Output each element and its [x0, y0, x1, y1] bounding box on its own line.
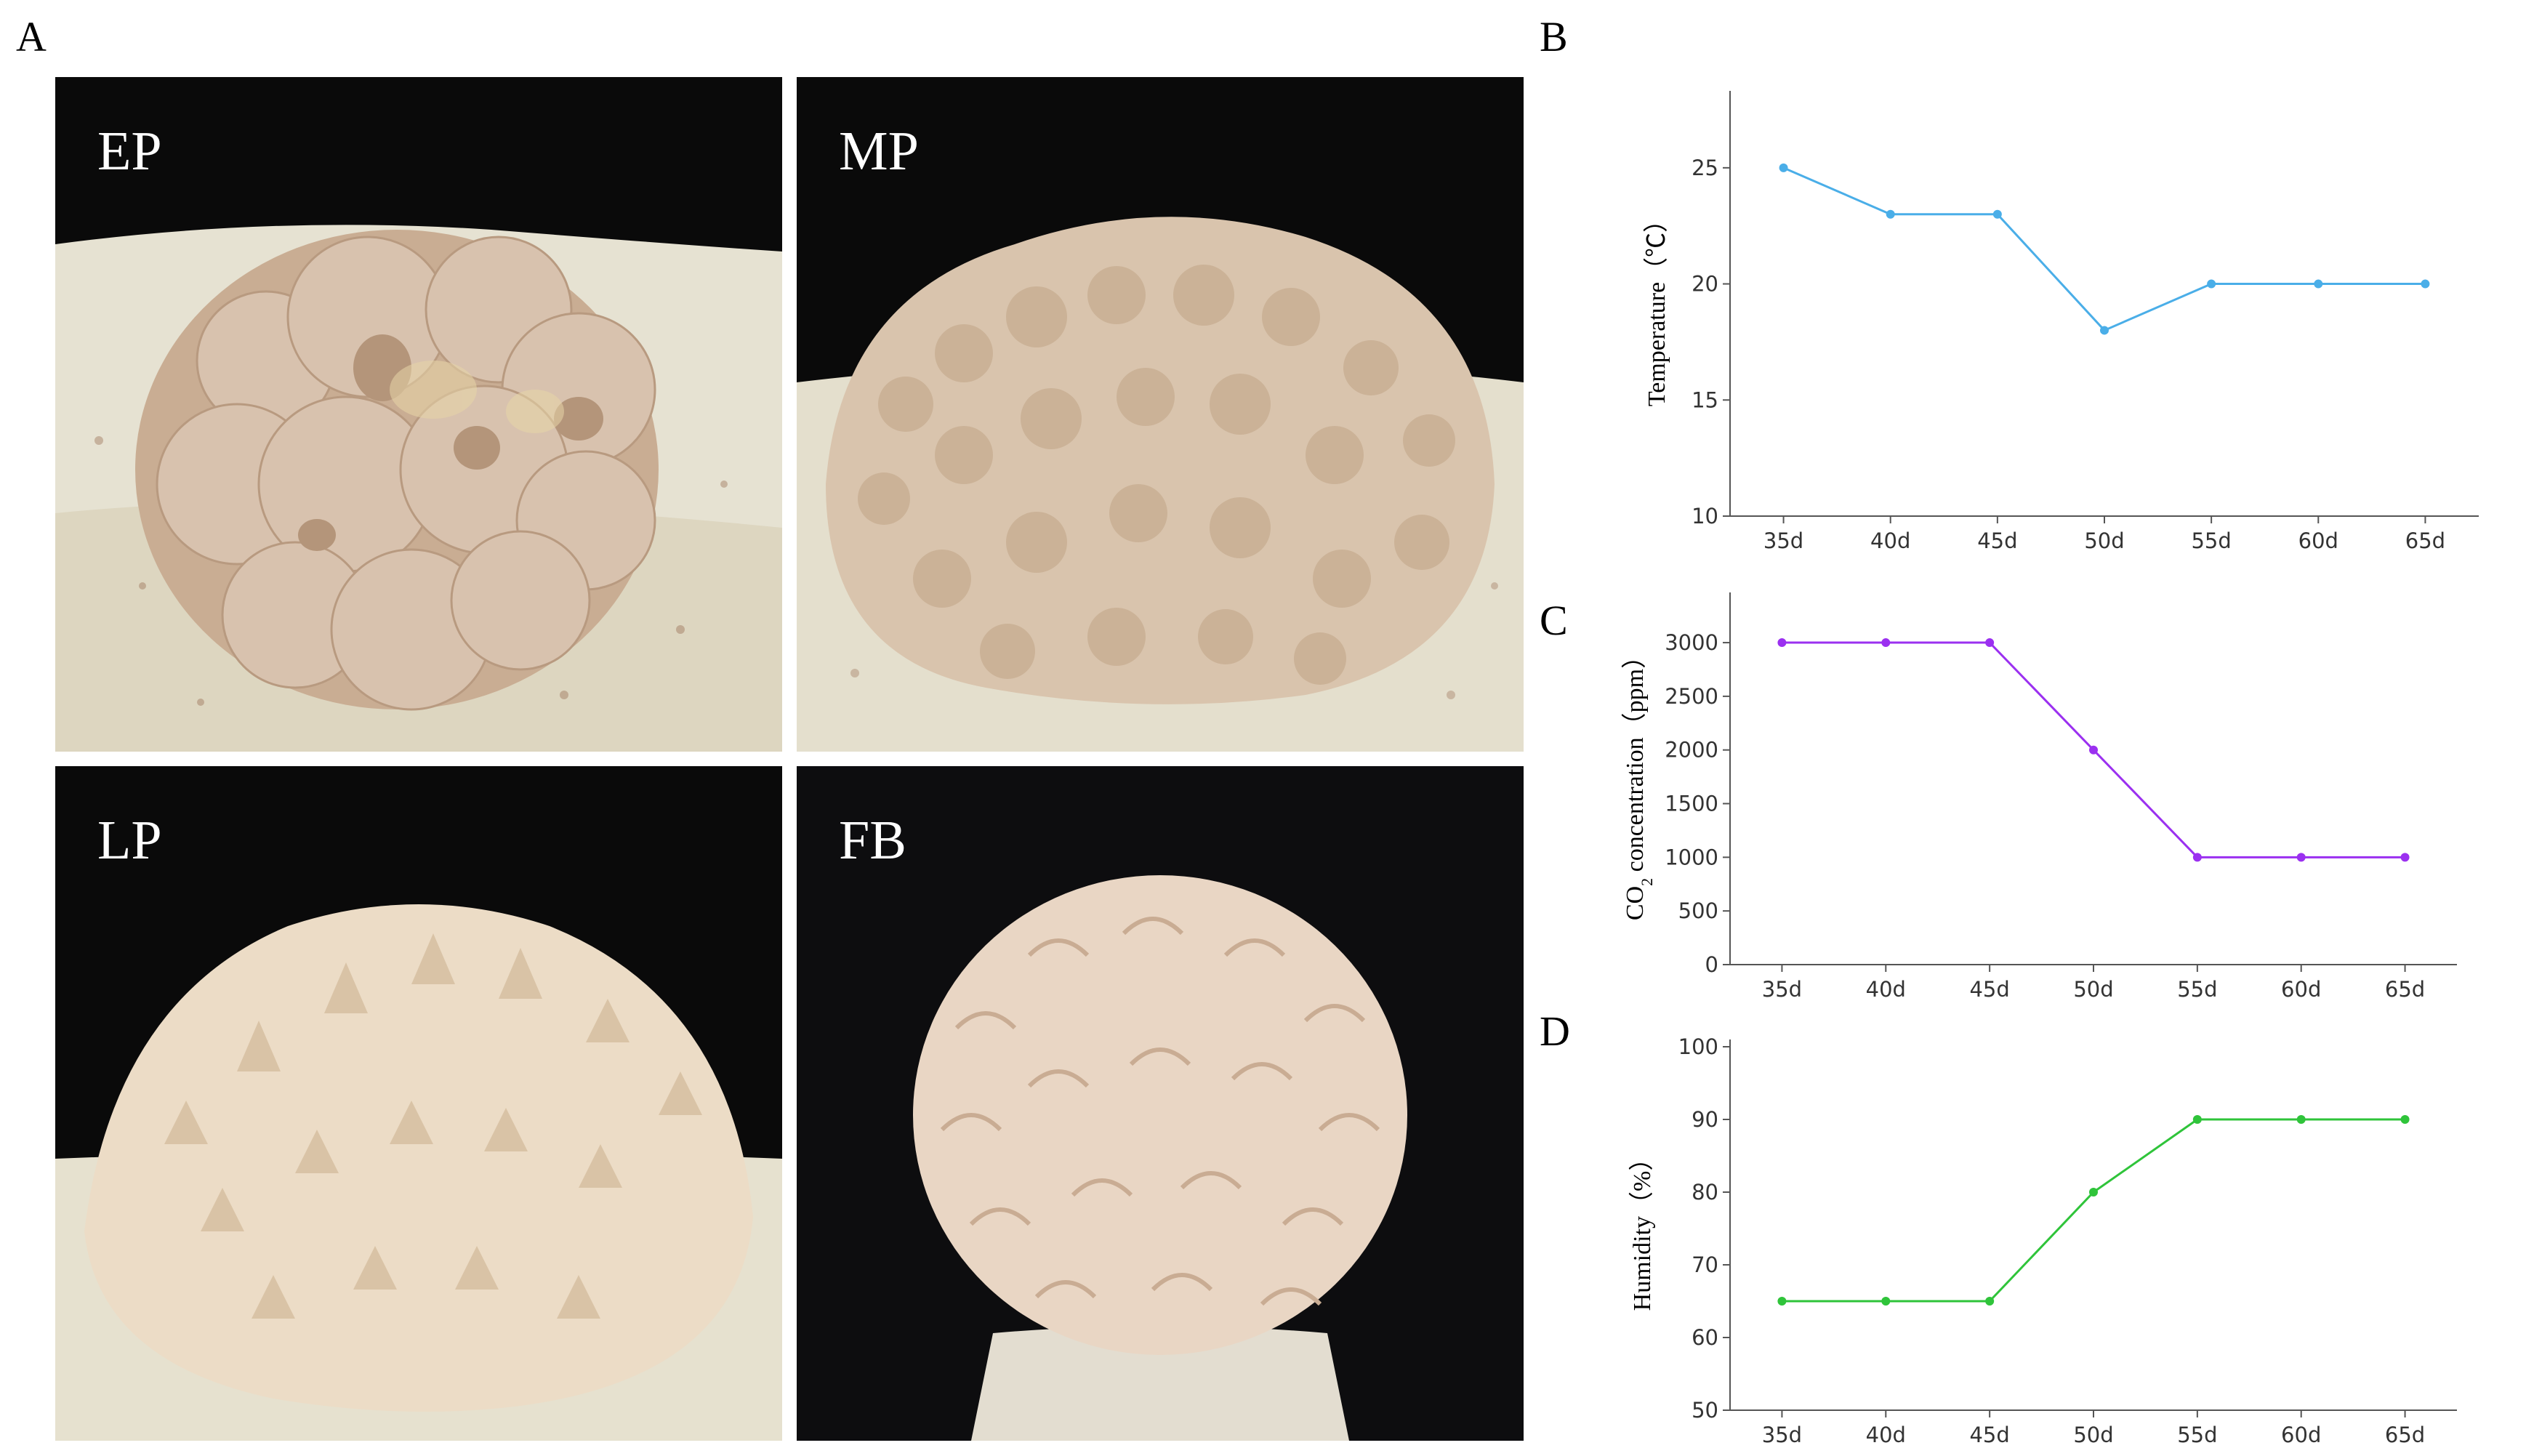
humidity-chart-svg: 50 60 70 80 90 100 35d 40d 45d 50d 55d 60d 65d Humidi…	[1628, 1034, 2457, 1447]
photo-lp: LP	[55, 766, 782, 1441]
humidity-y-tick-label: 100	[1678, 1034, 1718, 1059]
humidity-data-point	[2192, 1115, 2202, 1124]
temperature-chart-svg: 10 15 20 25 35d 40d 45d 50d 55d 60d 65d Temperature…	[1643, 91, 2479, 553]
co2-y-axis-label: CO2 concentration（ppm）	[1621, 644, 1656, 920]
photo-label-fb: FB	[839, 810, 906, 871]
temperature-data-point	[1779, 163, 1788, 172]
temperature-y-tick-label: 20	[1692, 272, 1718, 297]
humidity-data-point	[1881, 1297, 1891, 1306]
panel-label-b: B	[1540, 13, 1568, 60]
photo-mp: MP	[797, 77, 1524, 752]
temperature-data-point	[2314, 279, 2323, 289]
co2-y-tick-label: 3000	[1665, 630, 1718, 655]
co2-y-tick-label: 0	[1705, 952, 1718, 977]
humidity-x-tick-label: 35d	[1762, 1423, 1802, 1447]
temperature-data-point	[2207, 279, 2216, 289]
humidity-y-tick-label: 80	[1692, 1180, 1718, 1204]
panel-label-d: D	[1540, 1007, 1570, 1055]
co2-chart-svg: 0 500 1000 1500 2000 2500 3000 35d 40d 45d 50d 55d 6…	[1621, 592, 2457, 1002]
chart-co2: 0 500 1000 1500 2000 2500 3000 35d 40d 45d 50d 55d 6…	[1599, 582, 2501, 1003]
co2-x-tick-label: 60d	[2281, 977, 2321, 1002]
humidity-data-point	[2400, 1115, 2410, 1124]
co2-y-tick-label: 2500	[1665, 684, 1718, 709]
co2-data-point	[2089, 745, 2098, 755]
co2-y-tick-label: 1000	[1665, 845, 1718, 869]
humidity-data-point	[2296, 1115, 2306, 1124]
ep-mushroom-illustration	[55, 77, 782, 752]
temperature-x-tick-label: 55d	[2191, 528, 2231, 553]
co2-y-tick-label: 500	[1678, 898, 1718, 923]
temperature-data-point	[1992, 209, 2002, 219]
chart-temperature: 10 15 20 25 35d 40d 45d 50d 55d 60d 65d Temperature…	[1599, 80, 2501, 560]
co2-x-tick-label: 40d	[1866, 977, 1906, 1002]
co2-y-tick-label: 2000	[1665, 738, 1718, 763]
humidity-x-tick-label: 40d	[1866, 1423, 1906, 1447]
humidity-y-tick-label: 50	[1692, 1398, 1718, 1423]
humidity-x-tick-label: 50d	[2073, 1423, 2113, 1447]
co2-data-point	[1985, 638, 1995, 648]
panel-label-a: A	[16, 13, 47, 60]
photo-label-mp: MP	[839, 121, 919, 182]
panel-label-c: C	[1540, 597, 1568, 644]
humidity-y-axis-label: Humidity（%）	[1628, 1146, 1656, 1311]
humidity-y-tick-label: 70	[1692, 1252, 1718, 1277]
co2-x-tick-label: 50d	[2073, 977, 2113, 1002]
temperature-data-point	[2421, 279, 2430, 289]
lp-mushroom-illustration	[55, 766, 782, 1441]
humidity-x-tick-label: 55d	[2177, 1423, 2217, 1447]
temperature-x-tick-label: 45d	[1977, 528, 2017, 553]
temperature-x-tick-label: 60d	[2298, 528, 2338, 553]
temperature-x-tick-label: 65d	[2405, 528, 2445, 553]
temperature-y-tick-label: 25	[1692, 156, 1718, 180]
humidity-data-point	[1777, 1297, 1787, 1306]
temperature-series-line	[1782, 166, 2426, 332]
photo-label-lp: LP	[97, 810, 162, 871]
humidity-x-tick-label: 65d	[2385, 1423, 2425, 1447]
co2-y-tick-label: 1500	[1665, 792, 1718, 816]
co2-x-tick-label: 65d	[2385, 977, 2425, 1002]
temperature-y-tick-label: 15	[1692, 387, 1718, 412]
humidity-data-point	[2089, 1188, 2098, 1196]
temperature-y-tick-label: 10	[1692, 504, 1718, 528]
photo-label-ep: EP	[97, 121, 162, 182]
co2-data-point	[1881, 638, 1891, 648]
temperature-x-tick-label: 35d	[1763, 528, 1803, 553]
co2-x-tick-label: 35d	[1762, 977, 1802, 1002]
co2-data-point	[2192, 853, 2202, 862]
temperature-data-point	[2100, 326, 2109, 335]
temperature-y-axis-label: Temperature（℃）	[1643, 208, 1670, 406]
co2-x-tick-label: 55d	[2177, 977, 2217, 1002]
co2-x-tick-label: 45d	[1969, 977, 2009, 1002]
humidity-data-point	[1985, 1297, 1995, 1306]
co2-data-point	[1777, 638, 1787, 648]
co2-data-point	[2400, 853, 2410, 862]
fb-mushroom-illustration	[797, 766, 1524, 1441]
humidity-y-tick-label: 90	[1692, 1107, 1718, 1132]
humidity-x-tick-label: 60d	[2281, 1423, 2321, 1447]
humidity-x-tick-label: 45d	[1969, 1423, 2009, 1447]
chart-humidity: 50 60 70 80 90 100 35d 40d 45d 50d 55d 60d 65d Humidi…	[1599, 1018, 2501, 1454]
photo-ep: EP	[55, 77, 782, 752]
mp-mushroom-illustration	[797, 77, 1524, 752]
humidity-y-tick-label: 60	[1692, 1325, 1718, 1350]
photo-fb: FB	[797, 766, 1524, 1441]
co2-data-point	[2296, 853, 2306, 862]
humidity-series-line	[1782, 1118, 2405, 1303]
temperature-data-point	[1886, 209, 1895, 219]
temperature-x-tick-label: 40d	[1870, 528, 1910, 553]
temperature-x-tick-label: 50d	[2084, 528, 2124, 553]
